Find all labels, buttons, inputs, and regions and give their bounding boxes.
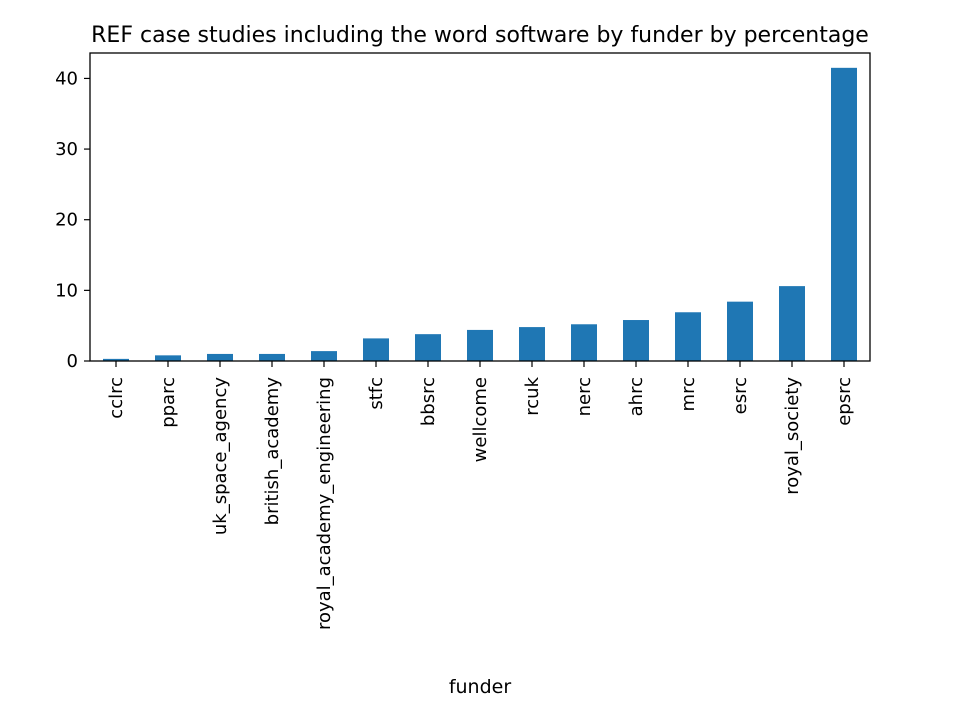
y-tick-label: 0 xyxy=(67,351,78,372)
bar-rcuk xyxy=(519,327,545,361)
bar-esrc xyxy=(727,301,753,361)
y-tick-label: 20 xyxy=(55,210,78,231)
x-tick-label: epsrc xyxy=(834,377,855,426)
x-tick-label: royal_society xyxy=(782,377,803,495)
x-axis-label: funder xyxy=(449,676,512,698)
bar-epsrc xyxy=(831,67,857,361)
bar-royal-society xyxy=(779,286,805,361)
bar-nerc xyxy=(571,324,597,361)
bar-mrc xyxy=(675,312,701,361)
bar-british-academy xyxy=(259,353,285,361)
x-tick-label: british_academy xyxy=(262,377,283,526)
y-axis: 0 10 20 30 40 xyxy=(55,68,90,372)
x-tick-label: mrc xyxy=(678,377,699,411)
x-tick-label: pparc xyxy=(158,377,179,428)
x-tick-label: bbsrc xyxy=(418,377,439,426)
x-tick-label: rcuk xyxy=(522,376,543,415)
bar-stfc xyxy=(363,338,389,361)
chart-title: REF case studies including the word soft… xyxy=(91,23,869,48)
x-tick-label: uk_space_agency xyxy=(210,377,231,535)
bar-ahrc xyxy=(623,320,649,361)
x-tick-label: cclrc xyxy=(106,377,127,419)
x-tick-label: stfc xyxy=(366,377,387,410)
plot-frame xyxy=(89,52,871,362)
x-tick-label: ahrc xyxy=(626,377,647,416)
x-axis: cclrc pparc uk_space_agency british_academy… xyxy=(106,361,855,630)
x-tick-label: esrc xyxy=(730,377,751,414)
bar-pparc xyxy=(155,355,181,361)
bar-wellcome xyxy=(467,329,493,361)
y-tick-label: 30 xyxy=(55,139,78,160)
x-tick-label: wellcome xyxy=(470,377,491,462)
bar-royal-academy-engineering xyxy=(311,351,337,361)
bar-bbsrc xyxy=(415,334,441,361)
bar-uk-space-agency xyxy=(207,353,233,361)
bars-layer xyxy=(103,67,857,361)
bar-cclrc xyxy=(103,358,129,361)
x-tick-label: royal_academy_engineering xyxy=(314,377,335,630)
y-tick-label: 10 xyxy=(55,280,78,301)
y-tick-label: 40 xyxy=(55,68,78,89)
x-tick-label: nerc xyxy=(574,377,595,416)
